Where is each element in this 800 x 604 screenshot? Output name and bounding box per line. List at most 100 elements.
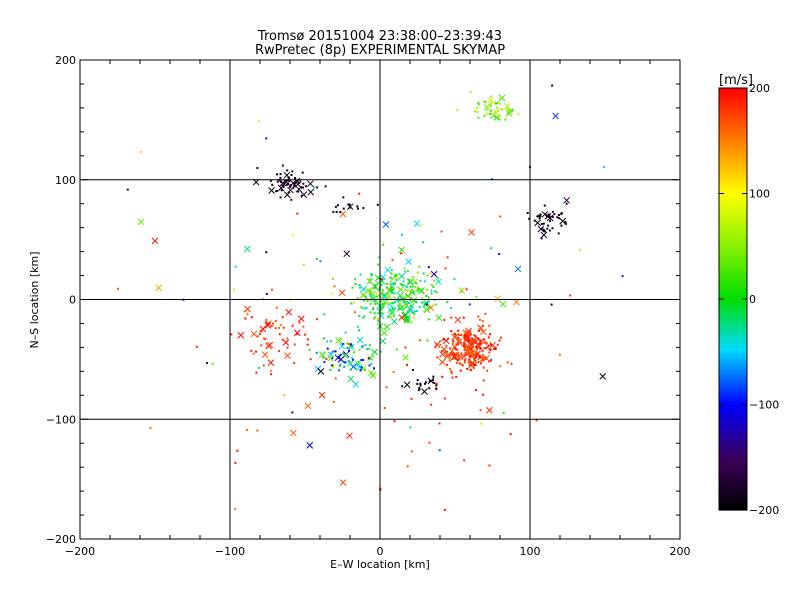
data-point-dot [486, 346, 489, 349]
data-point-dot [364, 307, 367, 310]
data-point-dot [354, 278, 357, 281]
data-point-dot [419, 384, 422, 387]
data-point-dot [551, 84, 554, 87]
data-point-dot [370, 292, 373, 295]
colorbar-segment [719, 482, 747, 487]
colorbar-segment [719, 431, 747, 436]
data-point-dot [498, 102, 501, 105]
data-point-x [356, 336, 364, 344]
data-point-x [468, 349, 476, 356]
data-point-dot [282, 185, 285, 188]
colorbar-segment [719, 485, 747, 490]
data-point-dot [457, 340, 460, 343]
data-point-x [290, 429, 297, 437]
data-point-dot [457, 329, 460, 332]
data-point-x [451, 343, 459, 351]
data-point-dot [390, 272, 393, 275]
colorbar-segment [719, 259, 747, 264]
data-point-dot [292, 186, 295, 189]
data-point-dot [372, 308, 375, 311]
data-point-dot [358, 329, 361, 332]
data-point-dot [356, 205, 359, 208]
data-point-dot [338, 369, 341, 372]
data-point-dot [230, 333, 233, 336]
data-point-dot [292, 234, 295, 237]
data-point-dot [489, 333, 492, 336]
colorbar-segment [719, 461, 747, 466]
data-point-x [300, 191, 308, 198]
data-point-dot [403, 288, 406, 291]
colorbar-segment [719, 368, 747, 372]
data-point-dot [350, 302, 353, 305]
data-point-dot [488, 324, 491, 327]
data-point-dot [410, 305, 413, 308]
data-point-dot [471, 338, 474, 341]
data-point-dot [506, 107, 509, 110]
data-point-dot [474, 335, 477, 338]
data-point-dot [343, 361, 346, 364]
data-point-dot [424, 381, 427, 384]
data-point-dot [475, 361, 478, 364]
data-point-dot [252, 352, 255, 355]
data-point-dot [402, 280, 405, 283]
colorbar-segment [719, 341, 747, 345]
data-point-dot [408, 302, 411, 305]
data-point-dot [280, 189, 283, 192]
data-point-dot [286, 179, 289, 182]
data-point-dot [453, 357, 456, 360]
data-point-dot [421, 297, 424, 300]
data-point-dot [379, 350, 382, 353]
data-point-dot [526, 211, 529, 214]
data-point-dot [354, 283, 357, 286]
data-point-dot [345, 361, 348, 364]
data-point-dot [427, 318, 430, 321]
colorbar-segment [719, 455, 747, 460]
data-point-dot [289, 184, 292, 187]
data-point-dot [564, 222, 567, 225]
data-point-dot [477, 315, 480, 318]
data-point-dot [424, 382, 427, 385]
data-point-dot [325, 357, 328, 360]
data-point-dot [406, 285, 409, 288]
data-point-dot [246, 313, 249, 316]
data-point-dot [258, 120, 261, 123]
data-point-dot [538, 217, 541, 220]
colorbar-segment [719, 299, 747, 303]
data-point-dot [432, 379, 435, 382]
data-point-dot [371, 355, 374, 358]
data-point-dot [332, 364, 335, 367]
data-point-dot [388, 303, 391, 306]
data-point-dot [322, 337, 325, 340]
data-point-dot [551, 227, 554, 230]
data-point-dot [405, 320, 408, 323]
data-point-x [339, 479, 347, 486]
data-point-dot [467, 347, 470, 350]
chart-title: Tromsø 20151004 23:38:00–23:39:43 [257, 29, 502, 44]
data-point-dot [496, 343, 499, 346]
data-point-dot [374, 286, 377, 289]
data-point-dot [411, 288, 414, 291]
data-point-x [284, 352, 291, 359]
data-point-dot [362, 359, 365, 362]
data-point-dot [393, 420, 396, 423]
data-point-dot [419, 339, 422, 342]
data-point-dot [472, 362, 475, 365]
data-point-x [265, 320, 272, 328]
colorbar-segment [719, 118, 747, 122]
data-point-dot [483, 347, 486, 350]
data-point-x [306, 442, 314, 449]
data-point-dot [410, 321, 413, 324]
data-point-dot [308, 349, 311, 352]
data-point-x [440, 346, 448, 353]
data-point-dot [543, 204, 546, 207]
data-point-dot [454, 332, 457, 335]
data-point-dot [372, 367, 375, 370]
data-point-dot [281, 164, 284, 167]
data-point-dot [450, 307, 453, 310]
data-point-x [380, 329, 388, 337]
data-point-dot [435, 382, 438, 385]
data-point-dot [356, 297, 359, 300]
data-point-dot [386, 315, 389, 318]
data-point-dot [481, 349, 484, 352]
data-point-dot [357, 325, 360, 328]
